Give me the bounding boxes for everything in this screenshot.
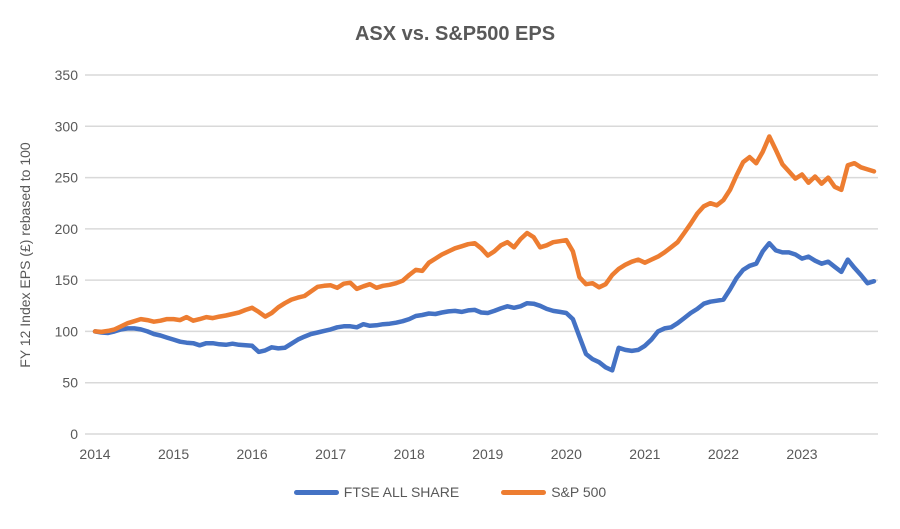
y-tick-label: 150 bbox=[55, 272, 79, 288]
y-tick-label: 350 bbox=[55, 67, 79, 83]
chart-title: ASX vs. S&P500 EPS bbox=[355, 23, 555, 45]
x-tick-label: 2019 bbox=[472, 446, 503, 462]
sp500-line-swatch bbox=[501, 489, 547, 495]
series-line-sp500 bbox=[92, 134, 877, 335]
legend-label-sp500: S&P 500 bbox=[551, 484, 607, 500]
y-tick-labels-group: 0 50 100 150 200 250 300 350 bbox=[55, 67, 79, 442]
x-tick-label: 2023 bbox=[786, 446, 817, 462]
x-tick-label: 2022 bbox=[708, 446, 739, 462]
legend-item-ftse: FTSE ALL SHARE bbox=[293, 484, 460, 500]
y-tick-label: 0 bbox=[70, 426, 78, 442]
gridlines-group bbox=[85, 74, 878, 435]
y-tick-label: 250 bbox=[55, 170, 79, 186]
x-tick-label: 2020 bbox=[551, 446, 582, 462]
series-line-ftse bbox=[92, 240, 877, 373]
x-tick-label: 2021 bbox=[629, 446, 660, 462]
series-lines-group bbox=[92, 134, 877, 373]
y-axis-title: FY 12 Index EPS (£) rebased to 100 bbox=[17, 142, 33, 368]
y-tick-label: 300 bbox=[55, 118, 79, 134]
x-tick-label: 2014 bbox=[79, 446, 110, 462]
x-tick-label: 2018 bbox=[394, 446, 425, 462]
x-tick-label: 2016 bbox=[237, 446, 268, 462]
x-tick-labels-group: 2014 2015 2016 2017 2018 2019 2020 2021 2022 2023 bbox=[79, 446, 817, 462]
legend-item-sp500: S&P 500 bbox=[501, 484, 606, 500]
y-tick-label: 50 bbox=[62, 375, 78, 391]
x-tick-label: 2015 bbox=[158, 446, 189, 462]
y-tick-label: 100 bbox=[55, 323, 79, 339]
legend: FTSE ALL SHARE S&P 500 bbox=[0, 484, 900, 500]
y-tick-label: 200 bbox=[55, 221, 79, 237]
ftse-line-swatch bbox=[293, 489, 339, 495]
legend-label-ftse: FTSE ALL SHARE bbox=[343, 484, 460, 500]
x-tick-label: 2017 bbox=[315, 446, 346, 462]
